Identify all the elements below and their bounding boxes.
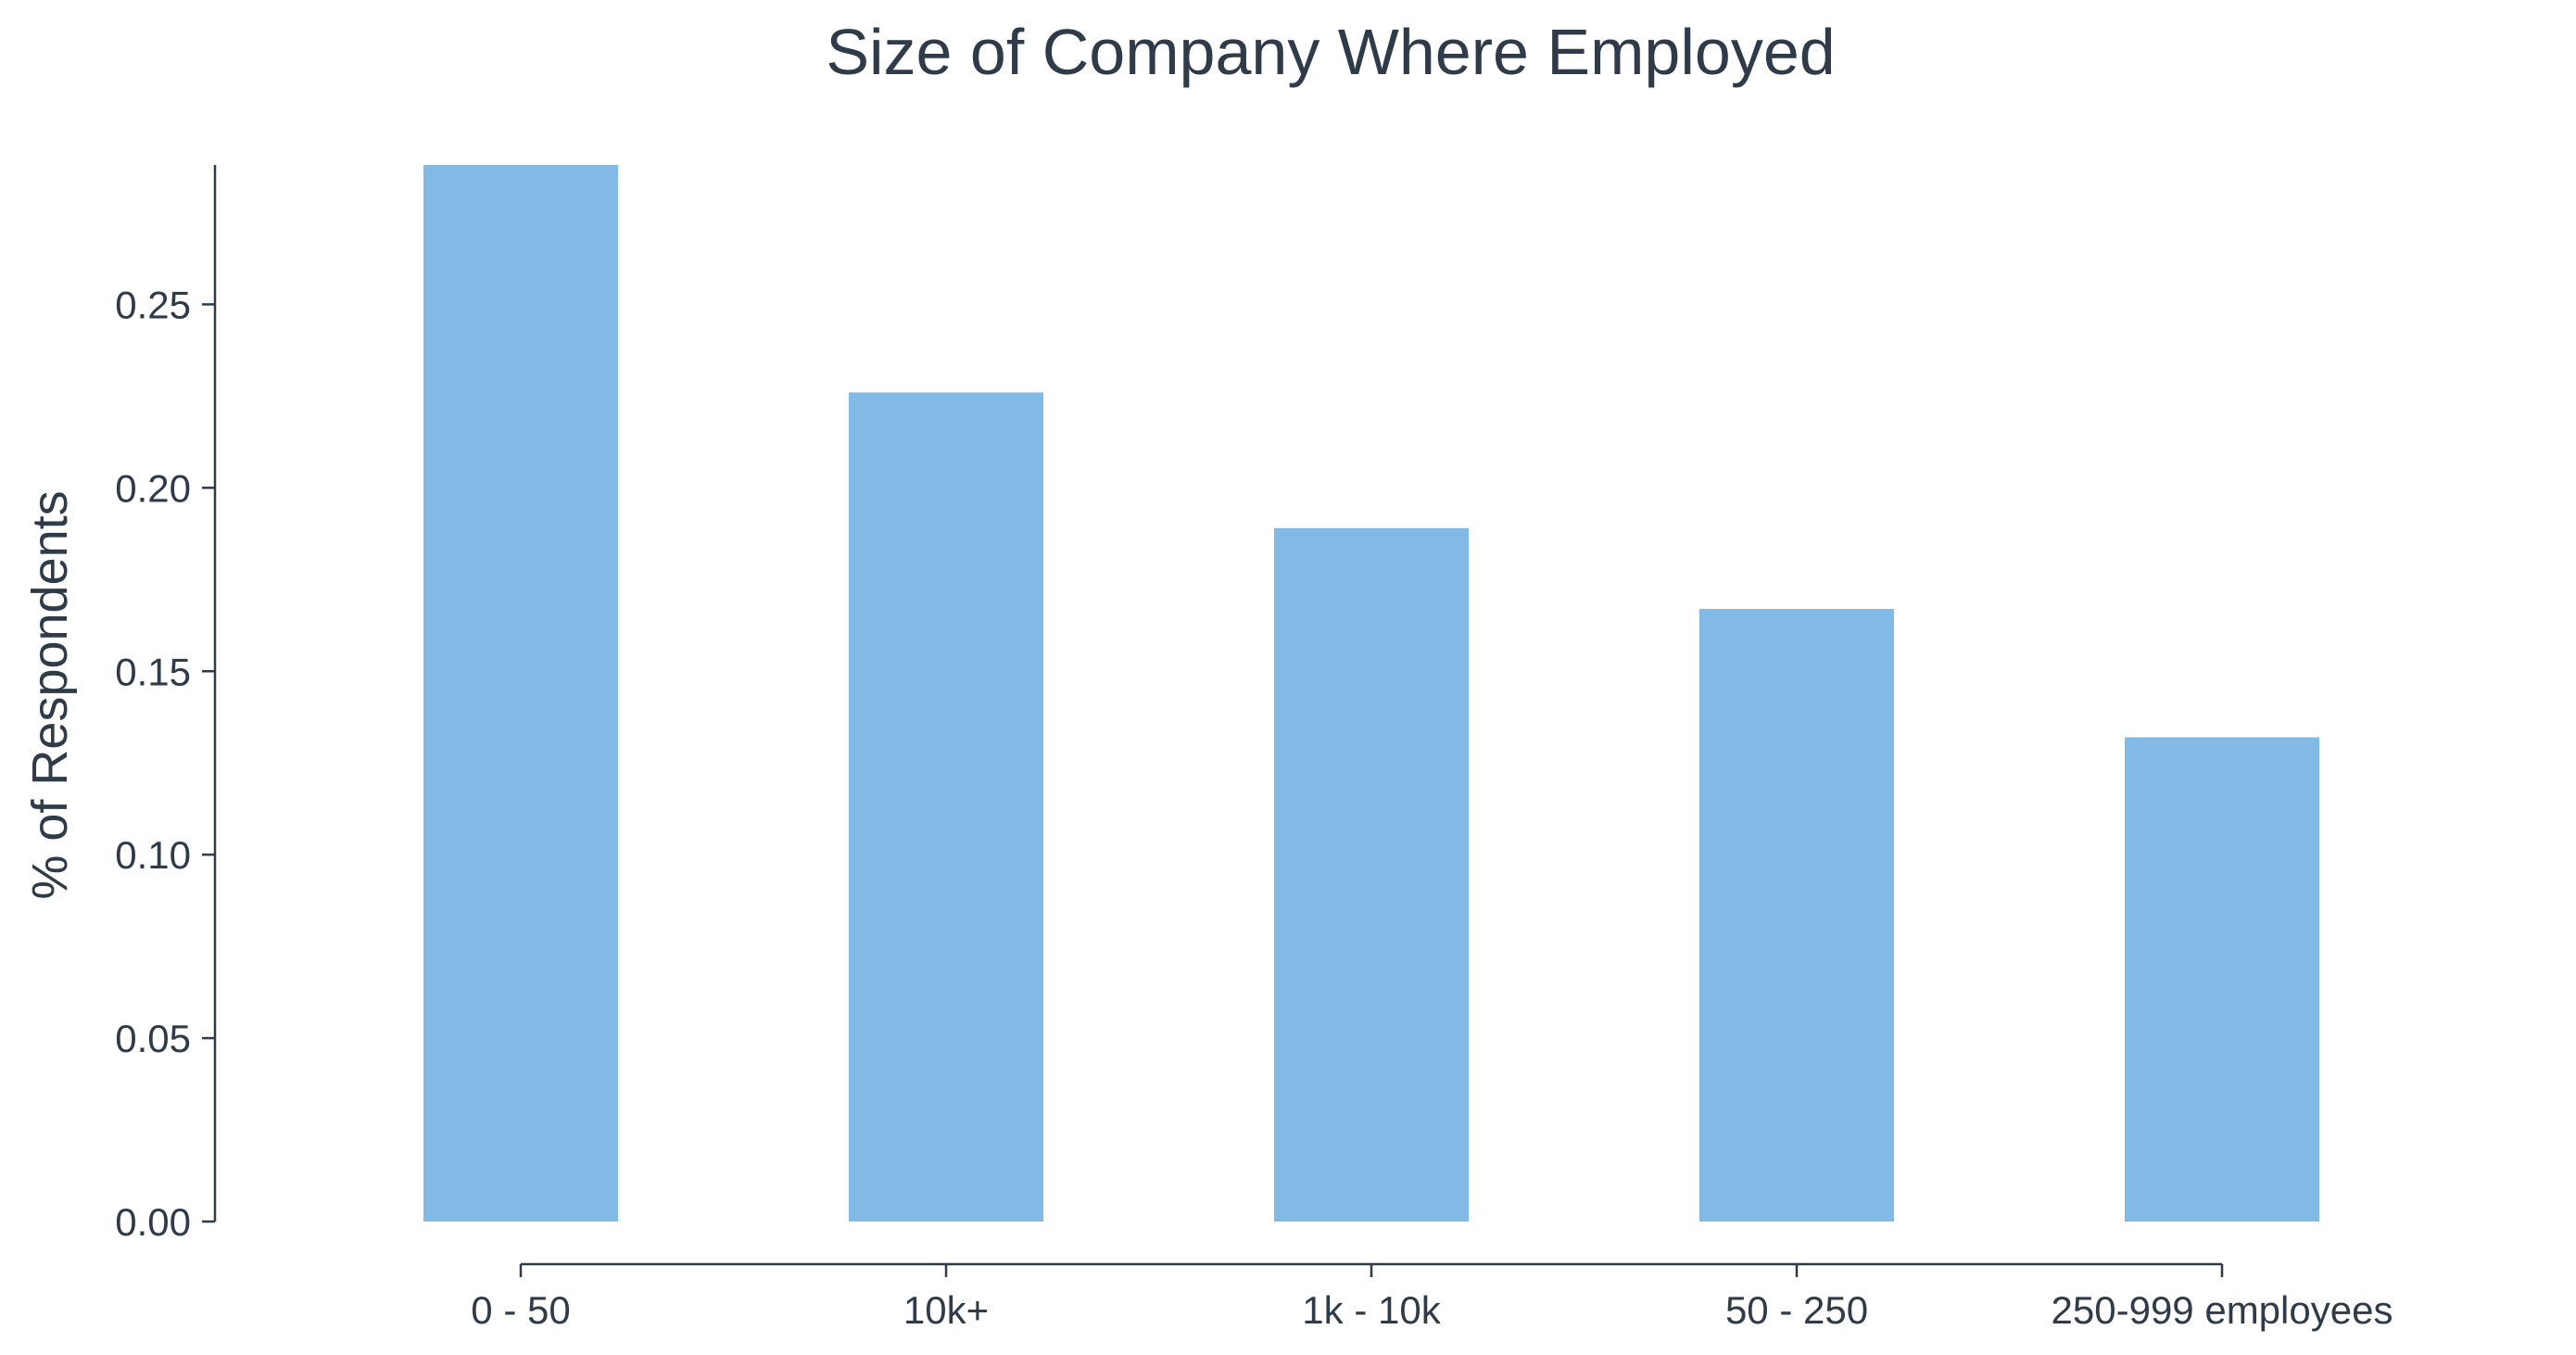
y-tick-label: 0.05 [115, 1017, 191, 1060]
x-tick-label: 10k+ [903, 1288, 989, 1332]
y-axis-label: % of Respondents [22, 490, 78, 899]
bar [1699, 608, 1894, 1222]
x-tick-label: 1k - 10k [1302, 1288, 1441, 1332]
y-tick-label: 0.10 [115, 833, 191, 877]
bar [1274, 527, 1469, 1222]
y-tick-label: 0.25 [115, 283, 191, 326]
bar [423, 165, 618, 1222]
x-tick-label: 50 - 250 [1725, 1288, 1868, 1332]
x-axis: 0 - 50 10k+ 1k - 10k 50 - 250 250-999 employ… [471, 1262, 2393, 1332]
y-tick-label: 0.20 [115, 466, 191, 510]
bar [2125, 737, 2319, 1222]
x-tick-label: 0 - 50 [471, 1288, 570, 1332]
y-tick-label: 0.15 [115, 650, 191, 693]
bars [423, 165, 2319, 1222]
y-axis: 0.00 0.05 0.10 0.15 0.20 0.25 [115, 165, 217, 1244]
x-tick-label: 250-999 employees [2052, 1288, 2393, 1332]
y-tick-label: 0.00 [115, 1200, 191, 1244]
bar [849, 392, 1043, 1222]
chart-title: Size of Company Where Employed [826, 16, 1835, 88]
